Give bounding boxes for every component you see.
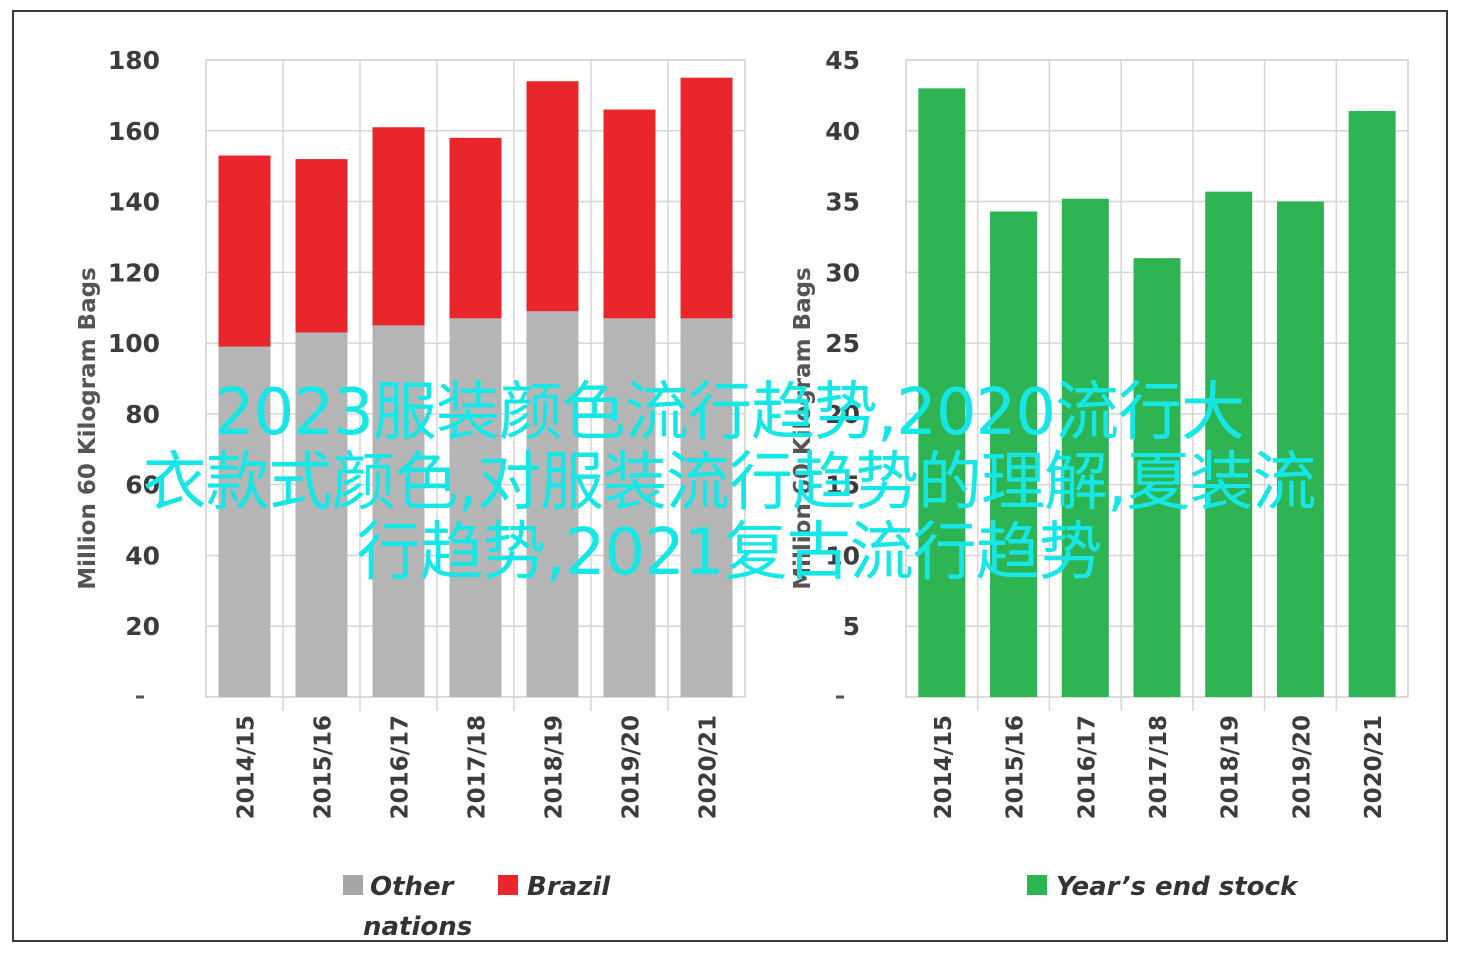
chart1-bar-series1: [526, 311, 579, 697]
chart1-y-tick-label: 120: [108, 258, 160, 287]
chart2-y-tick-label: 5: [843, 612, 860, 641]
chart1-bar-series2: [680, 77, 733, 319]
chart2-y-tick-label: 40: [825, 117, 860, 146]
chart1-legend-label: Other: [370, 872, 456, 902]
chart2-legend-label: Year’s end stock: [1056, 872, 1299, 902]
chart1-x-tick-label: 2014/15: [234, 715, 260, 819]
chart2-x-tick-label: 2016/17: [1074, 715, 1100, 819]
chart1-legend-swatch: [498, 875, 518, 895]
chart1-legend-swatch: [343, 875, 363, 895]
chart1-x-tick-label: 2015/16: [311, 715, 337, 819]
chart1-bar-series1: [295, 332, 348, 697]
chart2-legend-swatch: [1027, 875, 1047, 895]
chart2-x-tick-label: 2014/15: [931, 715, 957, 819]
chart2-bar-series1: [1348, 110, 1396, 697]
chart1-x-tick-label: 2018/19: [542, 715, 568, 819]
chart2-x-tick-label: 2017/18: [1146, 715, 1172, 819]
chart2-y-tick-label: 45: [825, 46, 860, 75]
chart2-x-tick-label: 2020/21: [1361, 715, 1387, 819]
chart1-y-tick-label: 80: [125, 400, 160, 429]
chart1-y-tick-label: 40: [125, 541, 160, 570]
chart2-y-tick-label: 25: [825, 329, 860, 358]
chart1-y-tick-label: 140: [108, 188, 160, 217]
chart2-x-tick-label: 2015/16: [1003, 715, 1029, 819]
chart1-y-axis-label: Million 60 Kilogram Bags: [75, 267, 101, 590]
chart2-y-tick-label: 20: [825, 400, 860, 429]
chart1-y-tick-label: 20: [125, 612, 160, 641]
chart1-legend-label-line2: nations: [363, 912, 472, 942]
chart1-bar-series2: [372, 127, 425, 326]
chart1-bar-series1: [603, 318, 656, 697]
chart1-legend-label: Brazil: [527, 872, 611, 902]
chart2-bar-series1: [1205, 191, 1253, 697]
chart1-y-tick-label: 160: [108, 117, 160, 146]
chart1-bar-series1: [218, 346, 271, 697]
chart1-bar-series2: [218, 155, 271, 347]
chart2-bar-series1: [918, 88, 966, 698]
chart1-x-tick-label: 2019/20: [619, 715, 645, 819]
chart2-y-tick-label: 15: [825, 471, 860, 500]
chart2-y-tick-label: 30: [825, 258, 860, 287]
chart1-bar-series1: [449, 318, 502, 697]
chart2-y-tick-label: 35: [825, 188, 860, 217]
chart2-x-tick-label: 2018/19: [1218, 715, 1244, 819]
chart2-bar-series1: [1061, 198, 1109, 698]
chart1-x-tick-label: 2016/17: [388, 715, 414, 819]
chart1-bar-series2: [295, 159, 348, 333]
chart2-bar-series1: [1133, 258, 1181, 697]
chart1-bar-series1: [680, 318, 733, 697]
chart2-bar-series1: [990, 211, 1038, 697]
chart1-bar-series2: [603, 109, 656, 319]
chart1-y-tick-label: 180: [108, 46, 160, 75]
chart1-x-tick-label: 2017/18: [465, 715, 491, 819]
chart2-bar-series1: [1276, 201, 1324, 698]
chart1-x-tick-label: 2020/21: [696, 715, 722, 819]
chart1-bar-series2: [526, 81, 579, 312]
chart1-y-tick-label: 100: [108, 329, 160, 358]
chart1-y-tick-label: 60: [125, 471, 160, 500]
chart1-bar-series1: [372, 325, 425, 697]
chart1-bar-series2: [449, 137, 502, 319]
chart2-y-tick-label: 10: [825, 541, 860, 570]
chart2-x-tick-label: 2019/20: [1289, 715, 1315, 819]
chart2-y-axis-label: Million 60 Kilogram Bags: [790, 267, 816, 590]
